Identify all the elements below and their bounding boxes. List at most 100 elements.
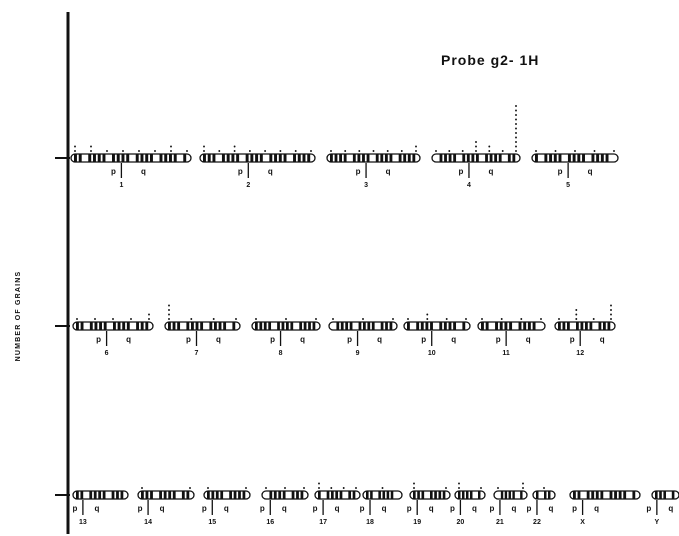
chromosome-14: p q 14 (137, 487, 195, 526)
chromosome-band (215, 491, 219, 499)
grain-dot (481, 318, 483, 320)
arm-label-p: p (356, 167, 361, 176)
chromosome-band (453, 322, 457, 330)
chromosome-band (102, 491, 106, 499)
chromosome-band (577, 491, 581, 499)
chromosome-band (120, 491, 124, 499)
chromosome-band (499, 322, 503, 330)
grain-dot (310, 150, 312, 152)
chromosome-band (453, 154, 457, 162)
grain-dot (515, 123, 517, 125)
chromosome-band (296, 491, 299, 499)
chromosome-band (263, 322, 267, 330)
chromosome-band (476, 154, 479, 162)
chromosome-band (523, 322, 527, 330)
grain-dot (435, 150, 437, 152)
chromosome-4: p q 4 (431, 105, 521, 189)
grain-dot (480, 487, 482, 489)
chromosome-band (214, 322, 217, 330)
chromosome-band (255, 322, 258, 330)
chromosome-band (466, 491, 469, 499)
chromosome-band (207, 491, 210, 499)
arm-label-p: p (96, 335, 101, 344)
chromosome-band (600, 491, 604, 499)
chromosome-band (336, 322, 340, 330)
chromosome-band (259, 154, 263, 162)
grain-dot (189, 487, 191, 489)
chromosome-band (159, 491, 162, 499)
chromosome-band (250, 154, 254, 162)
grain-dot (186, 150, 188, 152)
chromosome-11: p q 11 (477, 318, 546, 357)
grain-dot (168, 304, 170, 307)
chromosome-number: 9 (356, 350, 360, 357)
arm-label-p: p (360, 504, 365, 513)
grain-dot (613, 150, 615, 152)
chromosome-number: 20 (457, 519, 465, 526)
chromosome-band (420, 322, 424, 330)
grain-dot (90, 145, 92, 148)
arm-label-p: p (138, 504, 143, 513)
chromosome-band (200, 322, 204, 330)
chromosome-band (549, 154, 553, 162)
chromosome-band (117, 322, 121, 330)
arm-label-q: q (594, 504, 599, 513)
chromosome-band (150, 154, 153, 162)
grain-dot (284, 487, 286, 489)
chromosome-band (236, 154, 240, 162)
chromosome-band (595, 491, 599, 499)
grain-dot (235, 318, 237, 320)
chromosome-band (164, 154, 168, 162)
chromosome-band (318, 491, 321, 499)
grain-dot (245, 487, 247, 489)
chromosome-band (357, 154, 361, 162)
chromosome-number: 21 (496, 519, 504, 526)
chromosome-band (462, 322, 466, 330)
grain-dot (170, 150, 172, 152)
chromosome-band (339, 154, 342, 162)
chromosome-band (335, 491, 339, 499)
chromosome-band (548, 491, 551, 499)
chromosome-band (220, 491, 224, 499)
chromosome-band (80, 322, 84, 330)
chromosome-band (504, 322, 508, 330)
grain-dot (94, 318, 96, 320)
chromosome-band (385, 322, 388, 330)
chromosome-band (93, 491, 97, 499)
chromosome-number: 15 (208, 519, 216, 526)
chromosome-band (126, 154, 130, 162)
grain-dot (386, 150, 389, 152)
chromosome-band (417, 491, 420, 499)
chromosome-number: Y (655, 519, 660, 526)
chromosome-band (466, 154, 470, 162)
chromosome-band (489, 154, 493, 162)
arm-label-p: p (496, 335, 501, 344)
chromosome-outline (403, 321, 471, 331)
chromosome-band (74, 154, 77, 162)
chromosome-16: p q 16 (260, 487, 309, 526)
grain-dot (218, 150, 221, 152)
chromosome-band (448, 322, 452, 330)
grain-dot (381, 487, 384, 489)
chromosome-band (591, 491, 595, 499)
grain-dot (593, 150, 596, 152)
arm-label-q: q (472, 504, 477, 513)
arm-label-q: q (386, 167, 391, 176)
chromosome-band (181, 491, 185, 499)
chromosome-band (145, 491, 149, 499)
chromosome-band (586, 491, 590, 499)
grain-dot (203, 145, 205, 148)
chromosome-band (366, 491, 369, 499)
arm-label-q: q (94, 504, 99, 513)
arm-label-p: p (270, 335, 275, 344)
arm-label-p: p (186, 335, 191, 344)
grain-dot (90, 150, 92, 152)
chromosome-band (504, 491, 508, 499)
arm-label-p: p (489, 504, 494, 513)
chromosome-band (169, 154, 172, 162)
grain-dot (558, 318, 560, 320)
chromosome-band (544, 491, 547, 499)
chromosome-band (186, 322, 190, 330)
grain-dot (407, 318, 409, 320)
chromosome-band (343, 154, 347, 162)
